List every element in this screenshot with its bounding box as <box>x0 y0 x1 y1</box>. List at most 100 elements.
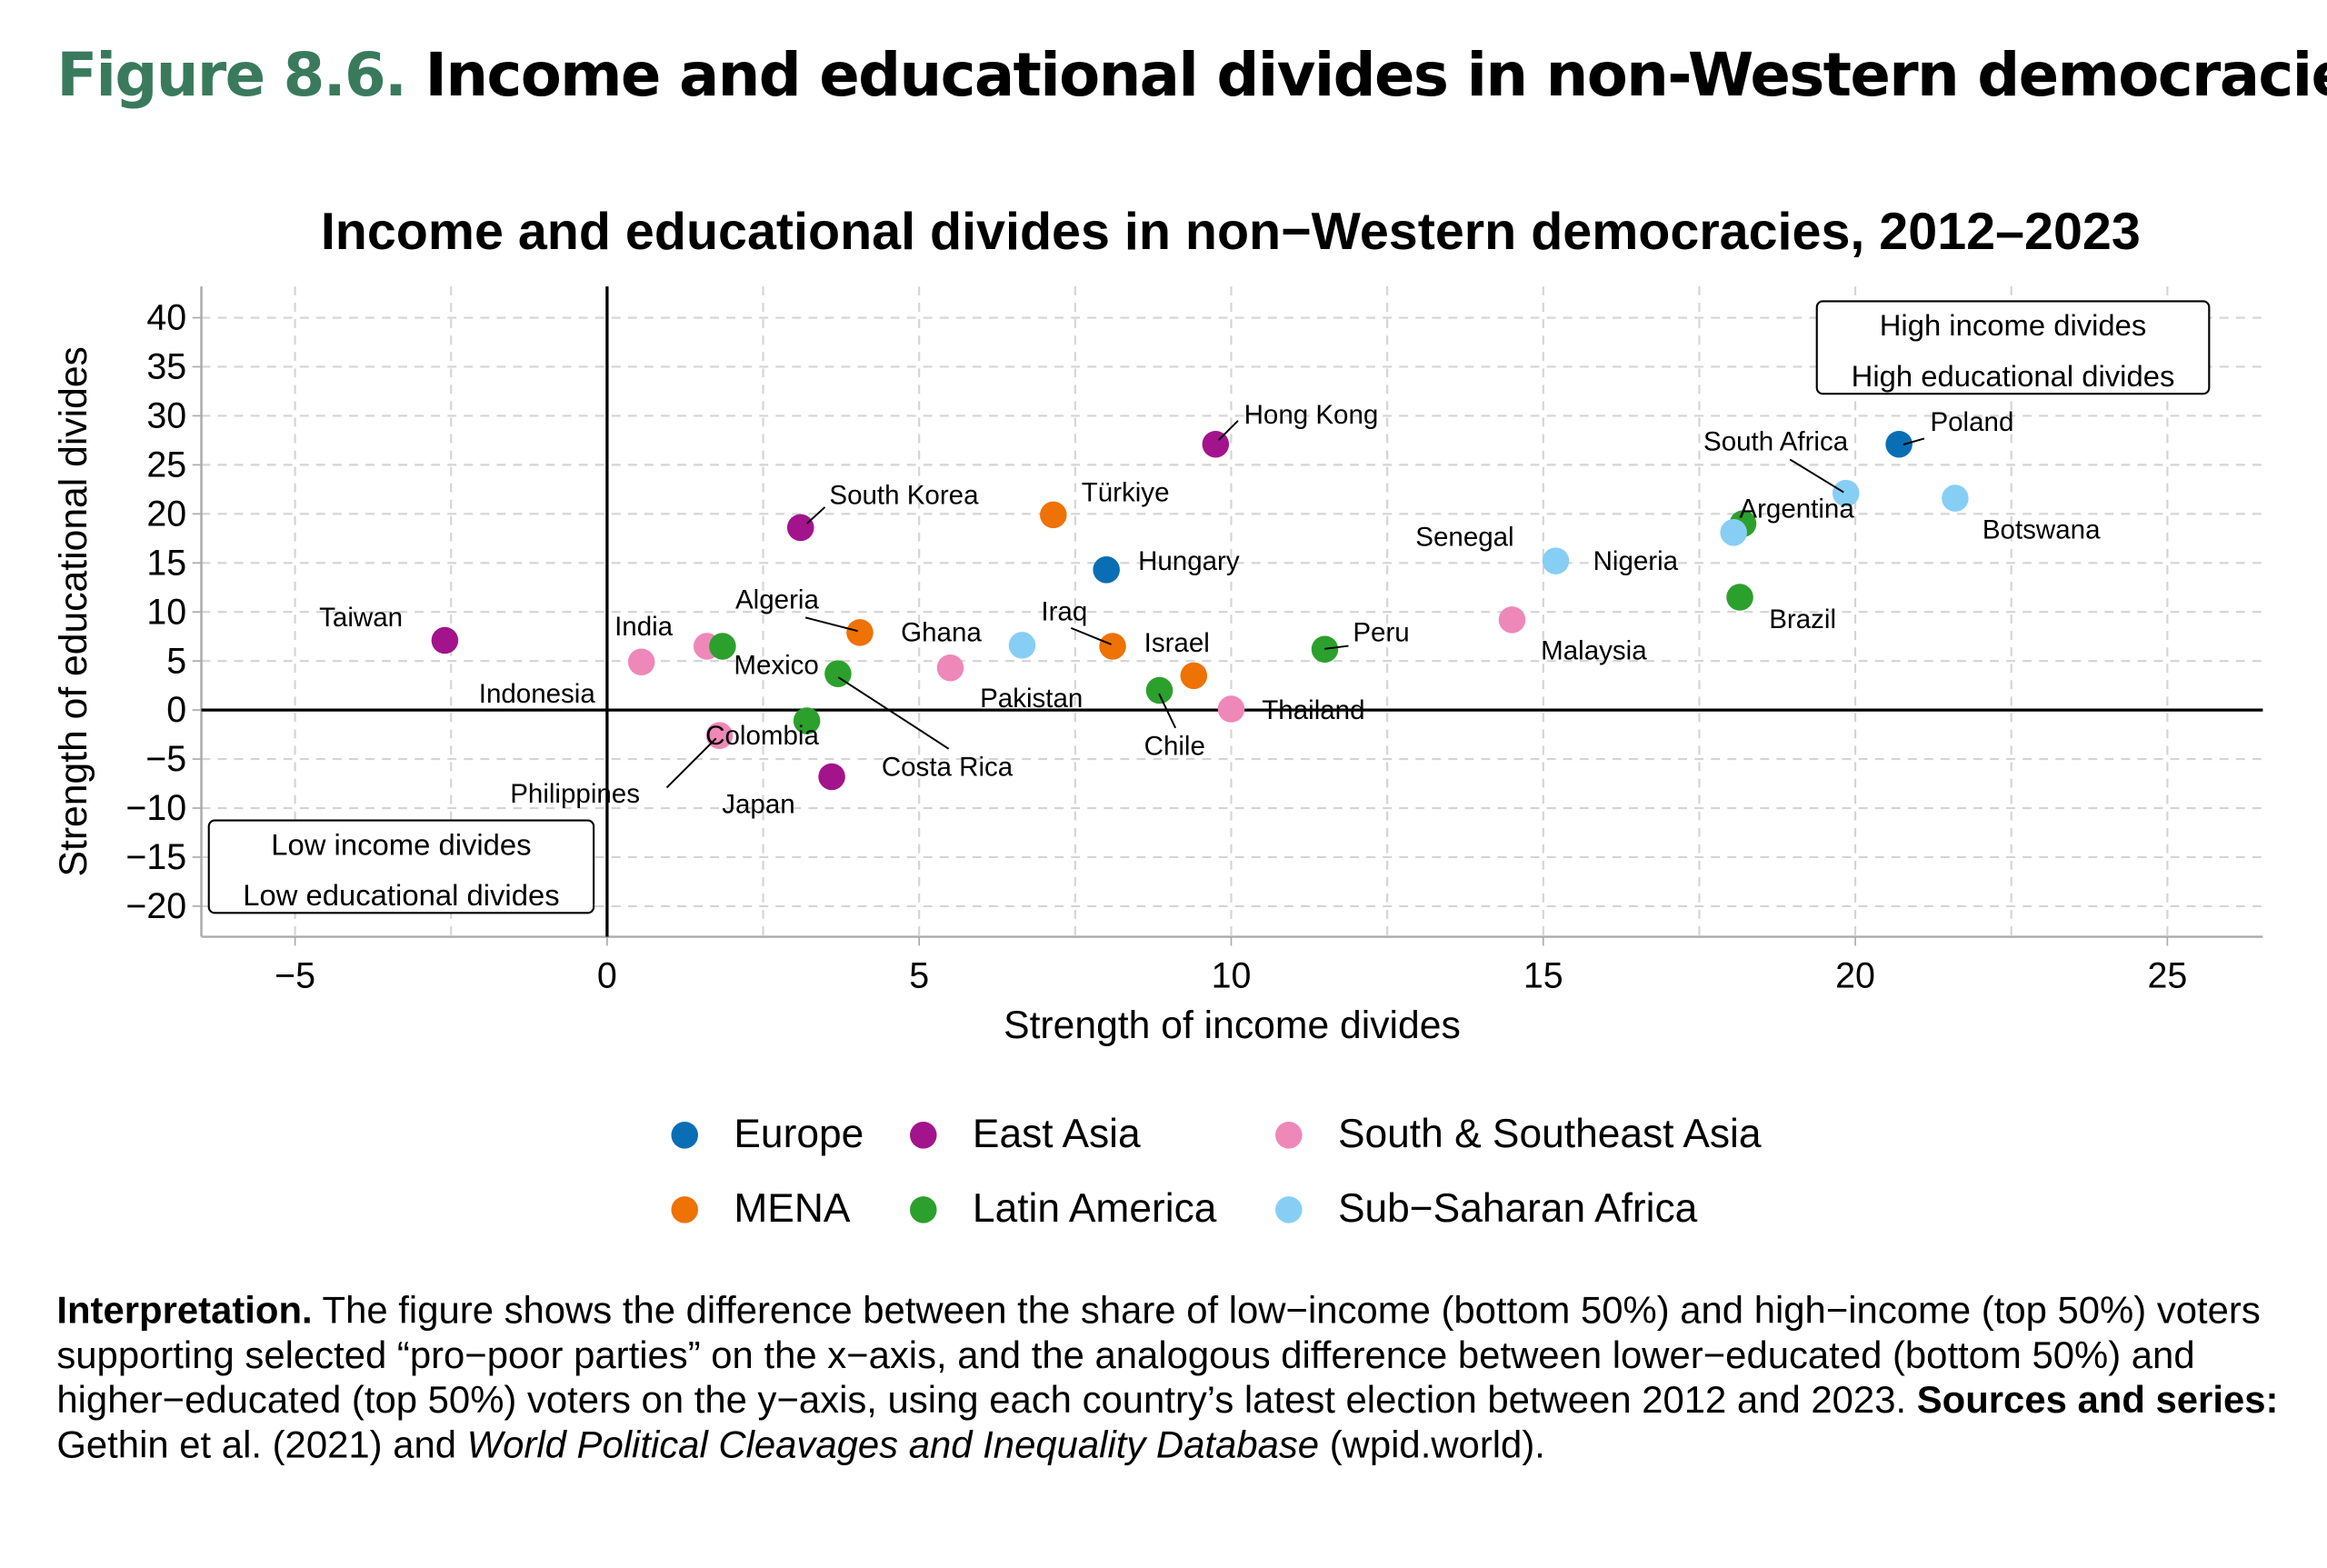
leader-line-algeria <box>804 616 858 633</box>
legend-item-latin-america: Latin America <box>910 1186 1216 1233</box>
leader-line-chile <box>1158 693 1176 729</box>
point-ghana <box>1008 632 1036 659</box>
label-brazil: Brazil <box>1769 604 1836 634</box>
x-tick-label: 5 <box>909 955 929 995</box>
point-tu-rkiye <box>1040 501 1067 529</box>
leader-line-hong-kong <box>1218 420 1239 441</box>
label-indonesia: Indonesia <box>479 679 596 709</box>
annotation-low-text: Low income divides <box>271 827 531 861</box>
y-tick-label: −15 <box>125 837 186 877</box>
scatter-plot: −5 0 5 10 15 20 25 −20 −15 −10 −5 0 5 10 15 20 25 30 35 40 S… <box>52 286 2263 1047</box>
legend-marker <box>671 1195 698 1223</box>
point-south-africa <box>1833 479 1860 507</box>
y-tick-label: 15 <box>146 543 186 583</box>
label-poland: Poland <box>1930 407 2013 437</box>
figure-title-text: Income and educational divides in non-We… <box>424 41 2327 111</box>
label-peru: Peru <box>1353 618 1409 648</box>
y-tick-label: 5 <box>166 641 186 681</box>
sources-end: (wpid.world). <box>1319 1424 1545 1467</box>
label-senegal: Senegal <box>1415 523 1513 553</box>
legend-marker <box>1275 1195 1303 1223</box>
point-senegal <box>1720 519 1747 546</box>
legend-label: Europe <box>734 1111 864 1156</box>
leader-line-philippines <box>665 737 717 789</box>
label-hong-kong: Hong Kong <box>1244 400 1379 430</box>
leader-line-south-korea <box>806 506 826 524</box>
label-botswana: Botswana <box>1982 514 2101 544</box>
point-algeria <box>846 619 874 646</box>
label-tu-rkiye: Türkiye <box>1082 477 1170 507</box>
label-nigeria: Nigeria <box>1593 546 1679 576</box>
point-israel <box>1180 662 1208 690</box>
label-mexico: Mexico <box>734 651 819 681</box>
y-tick-label: −20 <box>125 886 186 926</box>
label-india: India <box>614 612 674 642</box>
legend-label: East Asia <box>972 1111 1141 1156</box>
point-colombia <box>793 707 821 734</box>
leader-line-poland <box>1903 437 1925 445</box>
legend-label: MENA <box>734 1185 851 1231</box>
figure-title: Figure 8.6. Income and educational divid… <box>56 42 2327 110</box>
label-malaysia: Malaysia <box>1541 635 1647 665</box>
annotation-high-text: High income divides <box>1880 308 2147 342</box>
label-iraq: Iraq <box>1041 597 1087 627</box>
legend-label: South & Southeast Asia <box>1337 1111 1762 1156</box>
y-tick-label: −10 <box>125 788 186 828</box>
y-tick-label: −5 <box>145 739 186 779</box>
label-south-korea: South Korea <box>829 481 979 511</box>
annotation-high-text: High educational divides <box>1852 359 2175 393</box>
legend-marker <box>910 1195 937 1223</box>
y-tick-label: 35 <box>146 347 186 387</box>
leader-line-costa-rica <box>837 676 950 750</box>
sources-database: World Political Cleavages and Inequality… <box>466 1424 1320 1467</box>
annotation-low-box <box>207 819 595 914</box>
interpretation-text: The figure shows the difference between … <box>56 1290 2261 1422</box>
y-tick-label: 40 <box>146 298 186 338</box>
annotation-low-text: Low educational divides <box>243 878 559 912</box>
leader-line-iraq <box>1070 626 1112 645</box>
point-mexico <box>709 633 736 660</box>
point-malaysia <box>1498 606 1526 634</box>
leader-line-peru <box>1324 644 1349 650</box>
y-tick-label: 25 <box>146 445 186 485</box>
label-philippines: Philippines <box>510 779 640 809</box>
y-tick-label: 30 <box>146 396 186 436</box>
point-nigeria <box>1542 547 1570 574</box>
label-south-africa: South Africa <box>1703 427 1849 457</box>
point-japan <box>818 763 845 791</box>
legend-label: Latin America <box>972 1185 1217 1231</box>
y-tick-label: 10 <box>146 592 186 632</box>
legend-label: Sub−Saharan Africa <box>1337 1185 1698 1231</box>
label-ghana: Ghana <box>901 618 982 648</box>
point-poland <box>1885 430 1913 458</box>
legend-item-europe: Europe <box>671 1112 864 1158</box>
label-argentina: Argentina <box>1739 494 1854 524</box>
label-taiwan: Taiwan <box>319 603 403 633</box>
point-south-korea <box>786 514 814 542</box>
sources-text: Gethin et al. (2021) and <box>56 1424 467 1467</box>
point-hungary <box>1093 556 1120 584</box>
sources-label: Sources and series: <box>1916 1379 2279 1422</box>
legend-item-mena: MENA <box>671 1186 850 1233</box>
point-iraq <box>1099 633 1126 660</box>
label-colombia: Colombia <box>705 721 819 751</box>
y-tick-label: 20 <box>146 494 186 534</box>
y-tick-label: 0 <box>166 690 186 730</box>
x-axis-label: Strength of income divides <box>1004 1004 1461 1047</box>
y-axis-label: Strength of educational divides <box>52 346 95 876</box>
x-tick-label: −5 <box>275 955 315 995</box>
legend-marker <box>910 1121 937 1148</box>
point-chile <box>1145 676 1173 704</box>
point-pakistan <box>936 654 964 682</box>
point-botswana <box>1942 484 1969 512</box>
x-tick-label: 10 <box>1212 955 1252 995</box>
chart-title: Income and educational divides in non−We… <box>320 203 2141 262</box>
x-tick-label: 25 <box>2147 955 2187 995</box>
x-tick-label: 15 <box>1523 955 1563 995</box>
label-thailand: Thailand <box>1262 695 1364 725</box>
label-japan: Japan <box>722 789 794 819</box>
legend-item-sub-saharan-africa: Sub−Saharan Africa <box>1275 1186 1697 1233</box>
legend-item-east-asia: East Asia <box>910 1112 1141 1158</box>
point-india <box>627 648 655 676</box>
